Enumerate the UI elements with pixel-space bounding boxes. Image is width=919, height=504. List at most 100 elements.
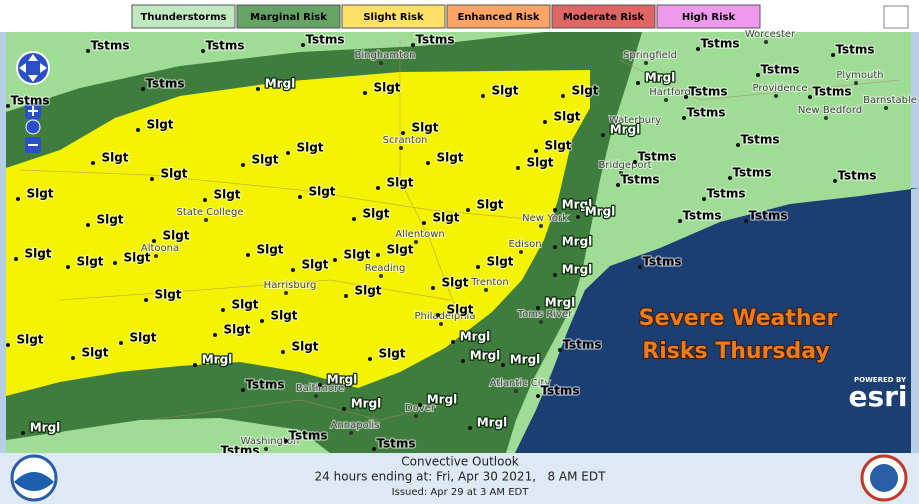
risk-label: Slgt: [486, 255, 513, 269]
place-dot: [764, 40, 768, 44]
place-dot: [854, 81, 858, 85]
risk-dot: [558, 348, 562, 352]
risk-label: Mrgl: [562, 198, 593, 212]
risk-label: Slgt: [123, 251, 150, 265]
risk-label: Mrgl: [202, 353, 233, 367]
risk-label: Slgt: [432, 211, 459, 225]
risk-label: Slgt: [129, 331, 156, 345]
risk-dot: [451, 340, 455, 344]
legend-swatch: [341, 4, 446, 29]
place-label: Washington: [241, 436, 300, 447]
roads: [19, 40, 901, 421]
risk-dot: [501, 363, 505, 367]
risk-label: Slgt: [96, 213, 123, 227]
risk-label: Mrgl: [562, 263, 593, 277]
legend-swatch: [656, 4, 761, 29]
legend-label: Moderate Risk: [563, 12, 645, 23]
place-label: Binghamton: [355, 50, 416, 61]
place-dot: [619, 171, 623, 175]
risk-label: Slgt: [476, 198, 503, 212]
risk-label: Mrgl: [562, 235, 593, 249]
footer-title: Convective Outlook: [401, 455, 519, 469]
legend-label: High Risk: [682, 12, 736, 23]
risk-label: Slgt: [343, 248, 370, 262]
risk-label: Mrgl: [477, 416, 508, 430]
risk-label: Slgt: [378, 347, 405, 361]
place-dot: [484, 288, 488, 292]
risk-dot: [141, 87, 145, 91]
place-label: Edison: [508, 239, 541, 250]
risk-label: Slgt: [411, 121, 438, 135]
place-label: Philadelphia: [415, 311, 476, 322]
esri-powered-by: POWERED BY: [854, 376, 907, 384]
risk-label: Slgt: [16, 333, 43, 347]
risk-dot: [553, 208, 557, 212]
risk-label: Slgt: [213, 188, 240, 202]
risk-label: Tstms: [682, 209, 721, 223]
risk-dot: [284, 439, 288, 443]
risk-dot: [543, 120, 547, 124]
risk-dot: [426, 161, 430, 165]
place-label: Atlantic City: [490, 378, 551, 389]
place-label: Harrisburg: [264, 280, 317, 291]
place-label: Waterbury: [609, 115, 661, 126]
nws-logo-inner: [870, 464, 898, 492]
risk-dot: [86, 223, 90, 227]
risk-dot: [682, 116, 686, 120]
risk-dot: [418, 403, 422, 407]
risk-label: Tstms: [748, 209, 787, 223]
risk-dot: [466, 208, 470, 212]
place-dot: [379, 61, 383, 65]
risk-label: Mrgl: [470, 349, 501, 363]
risk-dot: [411, 43, 415, 47]
risk-label: Slgt: [256, 243, 283, 257]
risk-dot: [696, 47, 700, 51]
place-dot: [204, 218, 208, 222]
risk-dot: [66, 265, 70, 269]
risk-label: Slgt: [386, 176, 413, 190]
place-dot: [539, 224, 543, 228]
risk-dot: [113, 261, 117, 265]
place-label: Baltimore: [296, 383, 344, 394]
risk-label: Slgt: [162, 229, 189, 243]
risk-dot: [256, 87, 260, 91]
risk-dot: [376, 186, 380, 190]
risk-dot: [468, 426, 472, 430]
legend-swatch: [131, 4, 236, 29]
risk-label: Slgt: [308, 185, 335, 199]
pan-control[interactable]: [16, 51, 50, 85]
place-label: Hartford: [649, 87, 691, 98]
risk-label: Tstms: [10, 94, 49, 108]
risk-dot: [633, 160, 637, 164]
risk-label: Mrgl: [351, 397, 382, 411]
place-dot: [414, 240, 418, 244]
place-label: Barnstable: [863, 95, 917, 106]
risk-dot: [318, 383, 322, 387]
risk-dot: [21, 431, 25, 435]
risk-label: Slgt: [223, 323, 250, 337]
place-dot: [774, 94, 778, 98]
legend-label: Enhanced Risk: [457, 12, 539, 23]
risk-dot: [286, 151, 290, 155]
risk-dot: [298, 195, 302, 199]
risk-label: Slgt: [386, 243, 413, 257]
risk-label: Tstms: [205, 39, 244, 53]
place-label: Plymouth: [836, 70, 883, 81]
risk-dot: [376, 253, 380, 257]
risk-label: Slgt: [544, 139, 571, 153]
globe[interactable]: [25, 119, 41, 135]
risk-label: Mrgl: [510, 353, 541, 367]
risk-dot: [6, 343, 10, 347]
risk-label: Slgt: [373, 81, 400, 95]
risk-label: Slgt: [436, 151, 463, 165]
risk-label: Slgt: [291, 340, 318, 354]
place-dot: [884, 106, 888, 110]
risk-dot: [260, 319, 264, 323]
map-navigation[interactable]: [16, 51, 50, 153]
risk-dot: [86, 49, 90, 53]
place-label: Providence: [752, 83, 807, 94]
risk-label: Slgt: [354, 284, 381, 298]
legend-label: Marginal Risk: [250, 12, 327, 23]
place-dot: [154, 254, 158, 258]
